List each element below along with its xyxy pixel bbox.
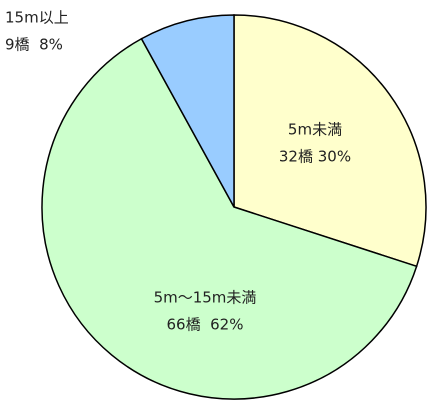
- slice-value-label: 9橋 8%: [5, 36, 63, 54]
- pie-slice: [41, 37, 418, 400]
- pie-slice: [233, 14, 427, 268]
- pie-slice: [140, 14, 235, 208]
- slice-label: 5m～15m未満: [154, 289, 257, 307]
- slice-label: 15m以上: [5, 9, 69, 27]
- slice-value-label: 66橋 62%: [167, 316, 244, 334]
- slice-label: 5m未満: [288, 121, 342, 139]
- slice-value-label: 32橋 30%: [279, 148, 351, 166]
